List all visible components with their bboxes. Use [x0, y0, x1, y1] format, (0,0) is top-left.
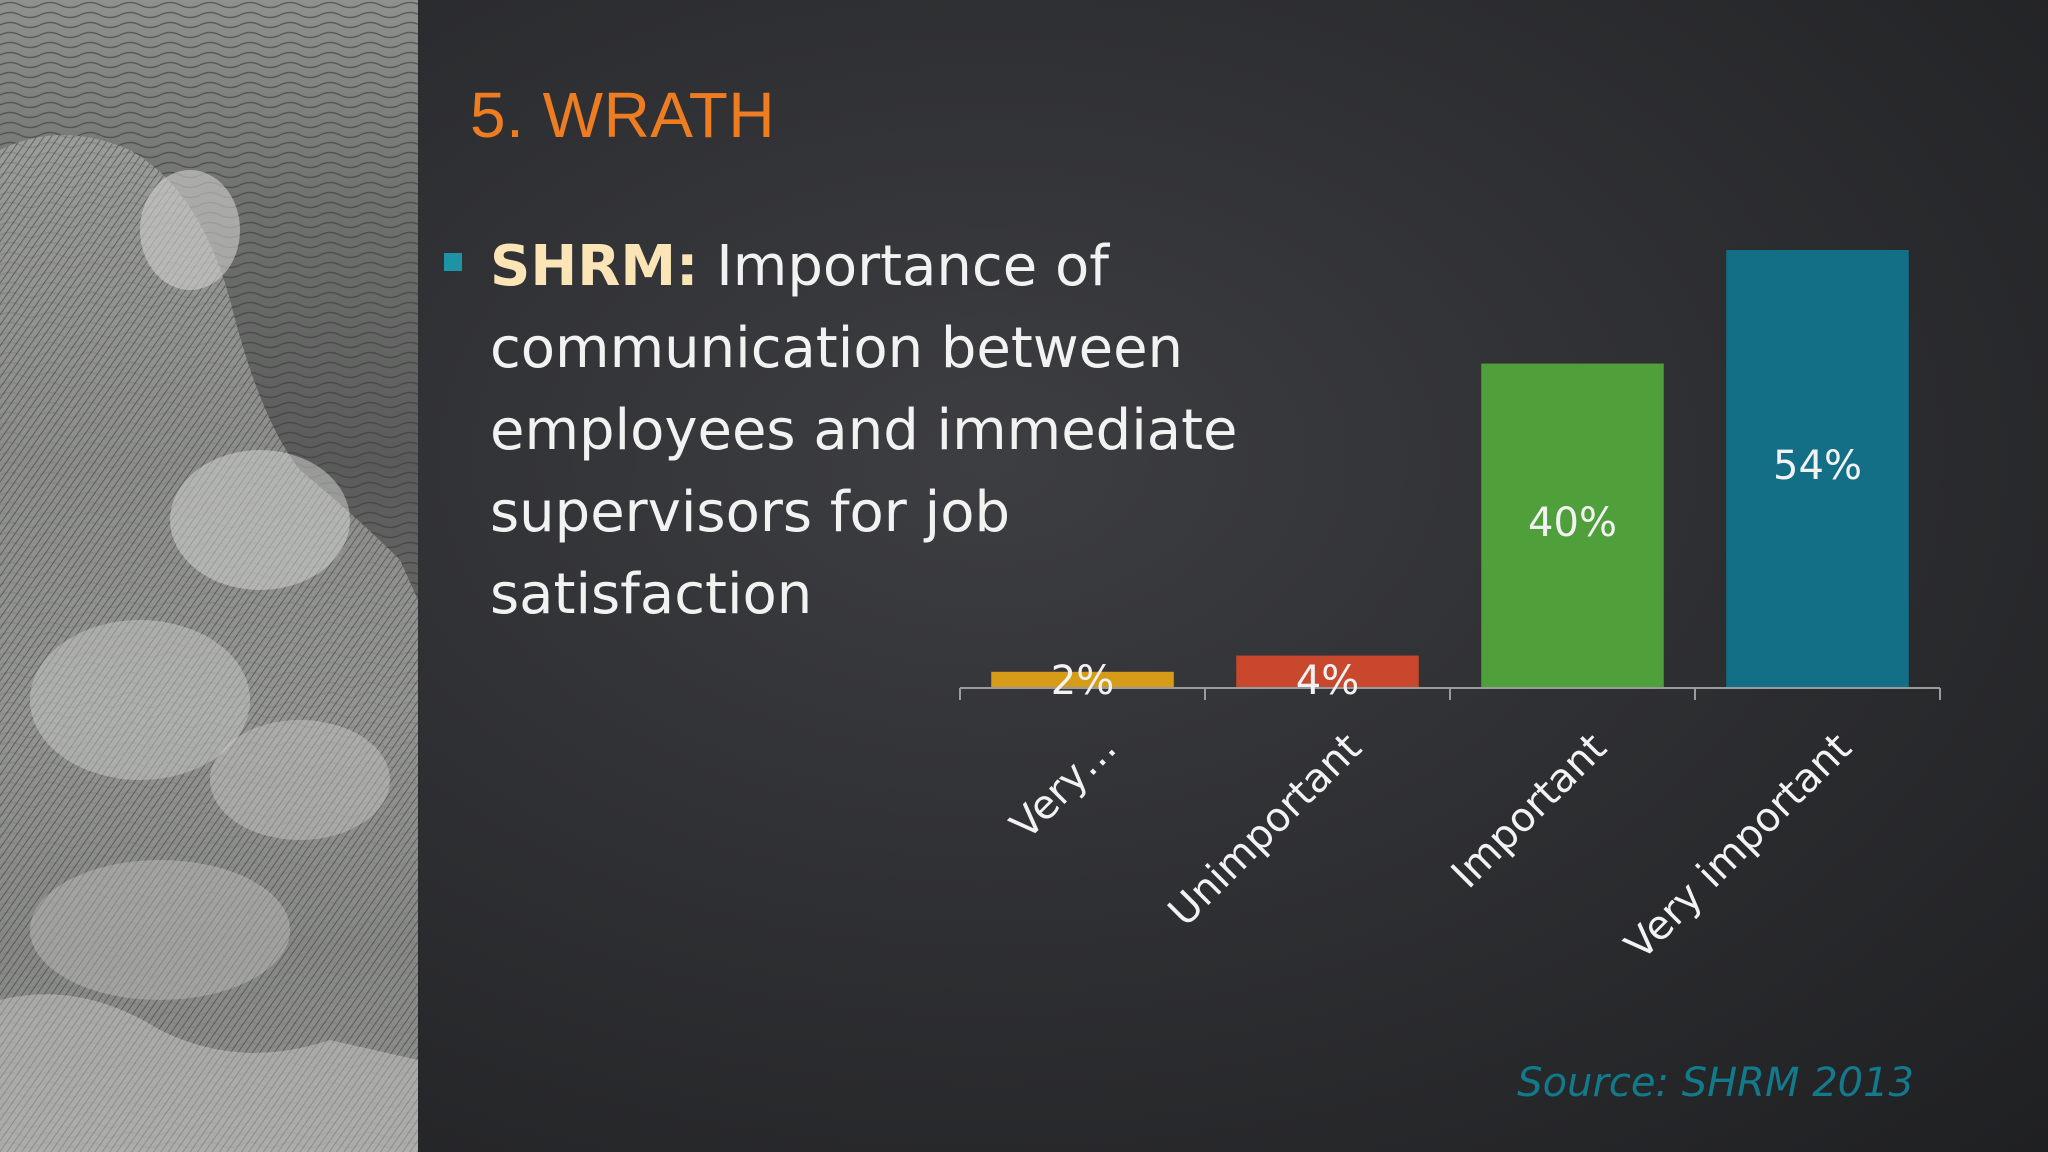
- tick-label-2: Unimportant: [1160, 725, 1371, 936]
- data-label-2: 4%: [1296, 658, 1359, 704]
- bar-3: [1481, 363, 1664, 688]
- bullet-body: Importance of communication between empl…: [490, 234, 1238, 627]
- bar-1: [991, 671, 1174, 688]
- engraving-illustration: [0, 0, 418, 1152]
- bullet-text: SHRM: Importance of communication betwee…: [490, 226, 1270, 636]
- tick-labels-group: Very… Unimportant Important Very important: [1002, 725, 1861, 969]
- bullet-lead: SHRM:: [490, 234, 699, 299]
- data-label-4: 54%: [1773, 443, 1862, 489]
- data-labels-group: 2% 4% 40% 54%: [1051, 443, 1862, 704]
- bars-group: [991, 250, 1909, 688]
- data-label-1: 2%: [1051, 658, 1114, 704]
- source-note: Source: SHRM 2013: [1517, 1060, 1914, 1106]
- engraving-figures-picture: [0, 0, 418, 1152]
- bullet-marker: [444, 253, 462, 271]
- tick-label-4: Very important: [1616, 725, 1860, 969]
- bar-2: [1236, 655, 1419, 688]
- bar-4: [1726, 250, 1909, 688]
- tick-label-3: Important: [1443, 725, 1616, 898]
- slide-title: 5. WRATH: [470, 79, 776, 151]
- tick-label-1: Very…: [1002, 725, 1126, 849]
- data-label-3: 40%: [1528, 500, 1617, 546]
- x-axis: [959, 687, 1941, 700]
